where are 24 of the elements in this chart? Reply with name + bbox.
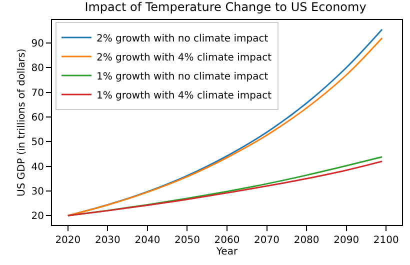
- x-tick-label: 2100: [373, 235, 399, 246]
- legend-label: 1% growth with 4% climate impact: [96, 90, 272, 102]
- y-tick-label: 90: [31, 38, 44, 50]
- x-tick-label: 2090: [334, 235, 360, 246]
- y-tick-label: 40: [31, 162, 44, 173]
- y-axis-title: US GDP (in trillions of dollars): [16, 48, 28, 196]
- x-tick-label: 2040: [134, 235, 160, 246]
- x-tick-label: 2020: [55, 235, 81, 246]
- y-tick-label: 70: [31, 88, 44, 99]
- y-tick-label: 30: [31, 186, 44, 198]
- x-tick-label: 2030: [94, 235, 120, 246]
- chart-title: Impact of Temperature Change to US Economy: [84, 0, 366, 14]
- y-tick-label: 20: [31, 211, 44, 222]
- x-axis-title: Year: [215, 246, 238, 258]
- x-tick-label: 2070: [254, 235, 280, 246]
- legend-label: 2% growth with 4% climate impact: [96, 52, 272, 64]
- legend-label: 1% growth with no climate impact: [96, 71, 268, 82]
- legend-label: 2% growth with no climate impact: [96, 33, 268, 44]
- x-tick-label: 2060: [214, 235, 240, 246]
- x-tick-label: 2050: [174, 235, 200, 246]
- y-tick-label: 50: [31, 137, 44, 148]
- y-tick-label: 80: [31, 63, 44, 74]
- y-tick-label: 60: [31, 112, 44, 124]
- x-tick-label: 2080: [294, 235, 320, 246]
